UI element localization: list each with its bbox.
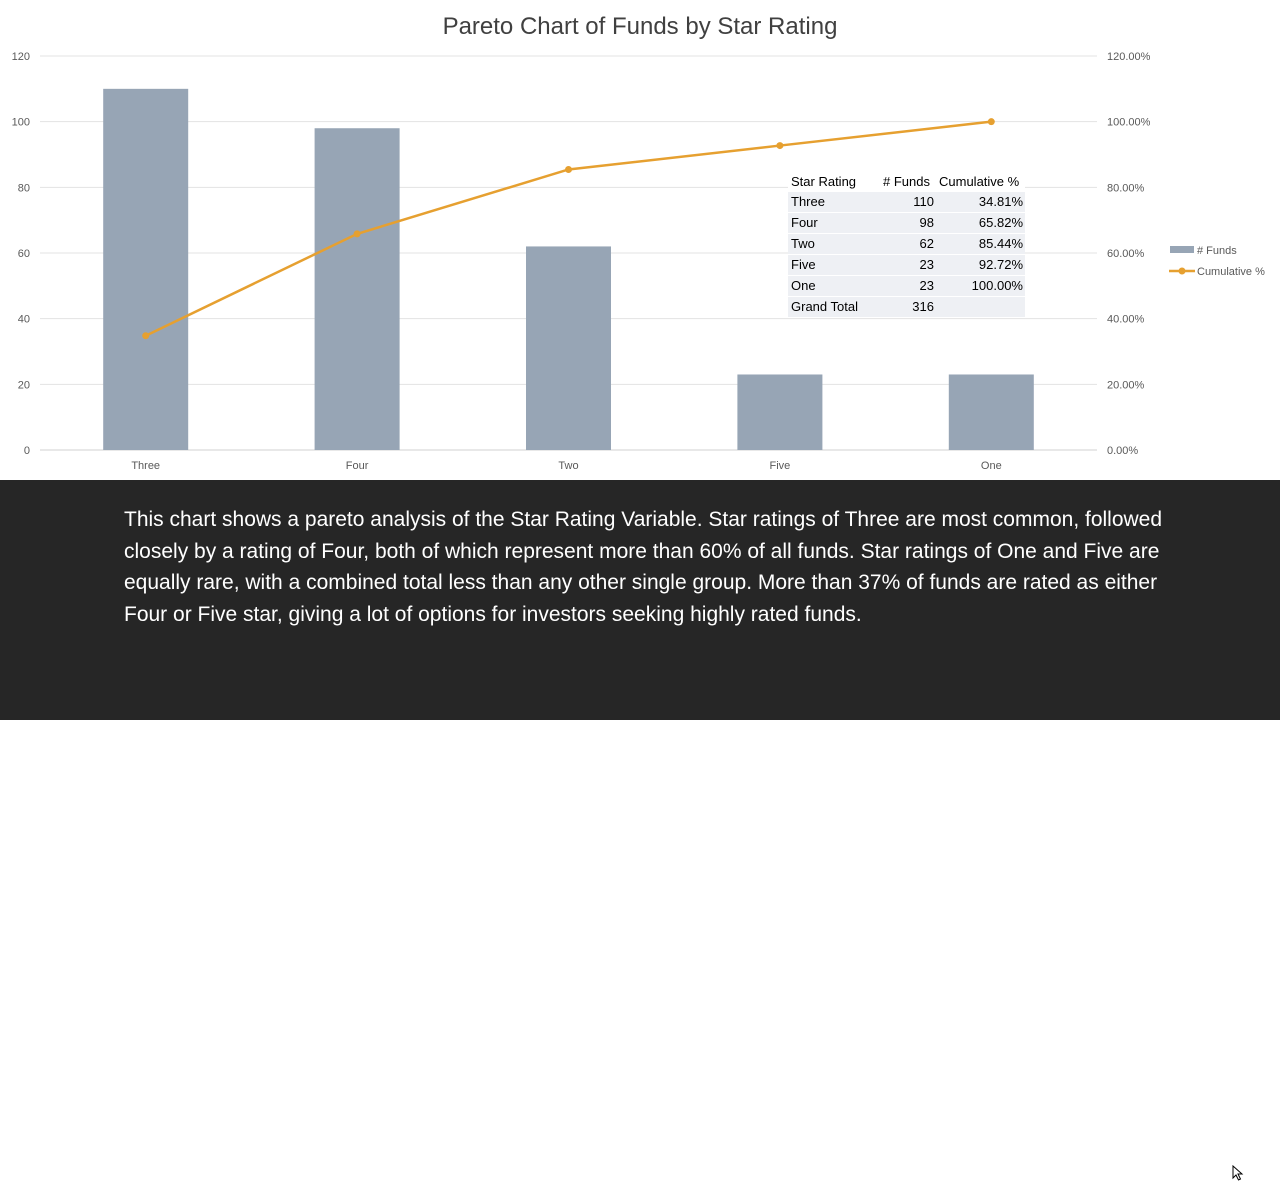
table-cell-rating: Two — [788, 233, 880, 255]
table-cell-cumulative: 92.72% — [936, 254, 1025, 276]
y-left-tick-label: 120 — [12, 51, 30, 63]
y-right-tick-label: 100.00% — [1107, 117, 1151, 129]
y-right-tick-label: 40.00% — [1107, 314, 1145, 326]
y-left-tick-label: 80 — [18, 182, 30, 194]
table-cell-funds: 23 — [880, 275, 936, 297]
data-table: Star Rating # Funds Cumulative % Three 1… — [788, 172, 1025, 317]
table-header-cell: Star Rating — [788, 172, 880, 192]
x-tick-label: Three — [131, 460, 160, 472]
table-cell-funds: 98 — [880, 212, 936, 234]
bar-four — [314, 128, 400, 450]
y-right-tick-label: 80.00% — [1107, 182, 1145, 194]
legend-label-funds: # Funds — [1197, 245, 1237, 257]
table-total-label: Grand Total — [788, 296, 880, 317]
x-tick-label: Five — [770, 460, 791, 472]
y-left-tick-label: 100 — [12, 117, 30, 129]
chart-area: Pareto Chart of Funds by Star Rating 0 20 4… — [0, 0, 1280, 480]
table-cell-cumulative: 85.44% — [936, 233, 1025, 255]
y-left-tick-label: 60 — [18, 248, 30, 260]
caption-panel: This chart shows a pareto analysis of th… — [0, 480, 1280, 1181]
x-tick-label: Four — [346, 460, 369, 472]
cumulative-point — [987, 118, 995, 126]
y-left-tick-label: 20 — [18, 379, 30, 391]
y-right-tick-label: 120.00% — [1107, 51, 1151, 63]
x-tick-label: Two — [558, 460, 578, 472]
cumulative-point — [776, 142, 784, 150]
table-header-row: Star Rating # Funds Cumulative % — [788, 172, 1025, 192]
bar-five — [737, 374, 823, 450]
mouse-pointer-icon — [1232, 1165, 1244, 1181]
table-total-funds: 316 — [880, 296, 936, 317]
cumulative-point — [353, 230, 361, 238]
y-left-tick-label: 40 — [18, 314, 30, 326]
legend-line-marker — [1178, 267, 1186, 275]
cumulative-point — [142, 332, 150, 340]
cumulative-point — [565, 165, 572, 173]
table-cell-rating: Four — [788, 212, 880, 234]
table-cell-cumulative: 100.00% — [936, 275, 1025, 297]
table-row: One 23 100.00% — [788, 275, 1025, 297]
table-cell-cumulative: 34.81% — [936, 192, 1025, 213]
table-header-cell: Cumulative % — [936, 172, 1025, 192]
table-cell-rating: One — [788, 275, 880, 297]
table-cell-funds: 110 — [880, 192, 936, 213]
legend-bar-swatch — [1170, 246, 1194, 253]
table-cell-funds: 23 — [880, 254, 936, 276]
table-total-row: Grand Total 316 — [788, 296, 1025, 317]
table-total-cumulative — [936, 296, 1025, 317]
y-right-tick-label: 20.00% — [1107, 379, 1145, 391]
caption-text: This chart shows a pareto analysis of th… — [124, 508, 1163, 626]
chart-title: Pareto Chart of Funds by Star Rating — [443, 13, 838, 40]
bar-three — [103, 88, 189, 450]
bar-two — [526, 246, 611, 450]
table-cell-funds: 62 — [880, 233, 936, 255]
table-cell-rating: Five — [788, 254, 880, 276]
table-row: Five 23 92.72% — [788, 254, 1025, 276]
legend-label-cumulative: Cumulative % — [1197, 266, 1265, 278]
y-right-tick-label: 0.00% — [1107, 445, 1138, 457]
table-row: Four 98 65.82% — [788, 212, 1025, 234]
table-row: Two 62 85.44% — [788, 233, 1025, 255]
y-right-tick-label: 60.00% — [1107, 248, 1145, 260]
bar-one — [948, 374, 1034, 450]
y-left-tick-label: 0 — [24, 445, 30, 457]
table-header-cell: # Funds — [880, 172, 936, 192]
table-cell-cumulative: 65.82% — [936, 212, 1025, 234]
table-row: Three 110 34.81% — [788, 192, 1025, 213]
table-cell-rating: Three — [788, 192, 880, 213]
x-tick-label: One — [981, 460, 1002, 472]
pareto-chart: Pareto Chart of Funds by Star Rating 0 20 4… — [12, 13, 1265, 472]
